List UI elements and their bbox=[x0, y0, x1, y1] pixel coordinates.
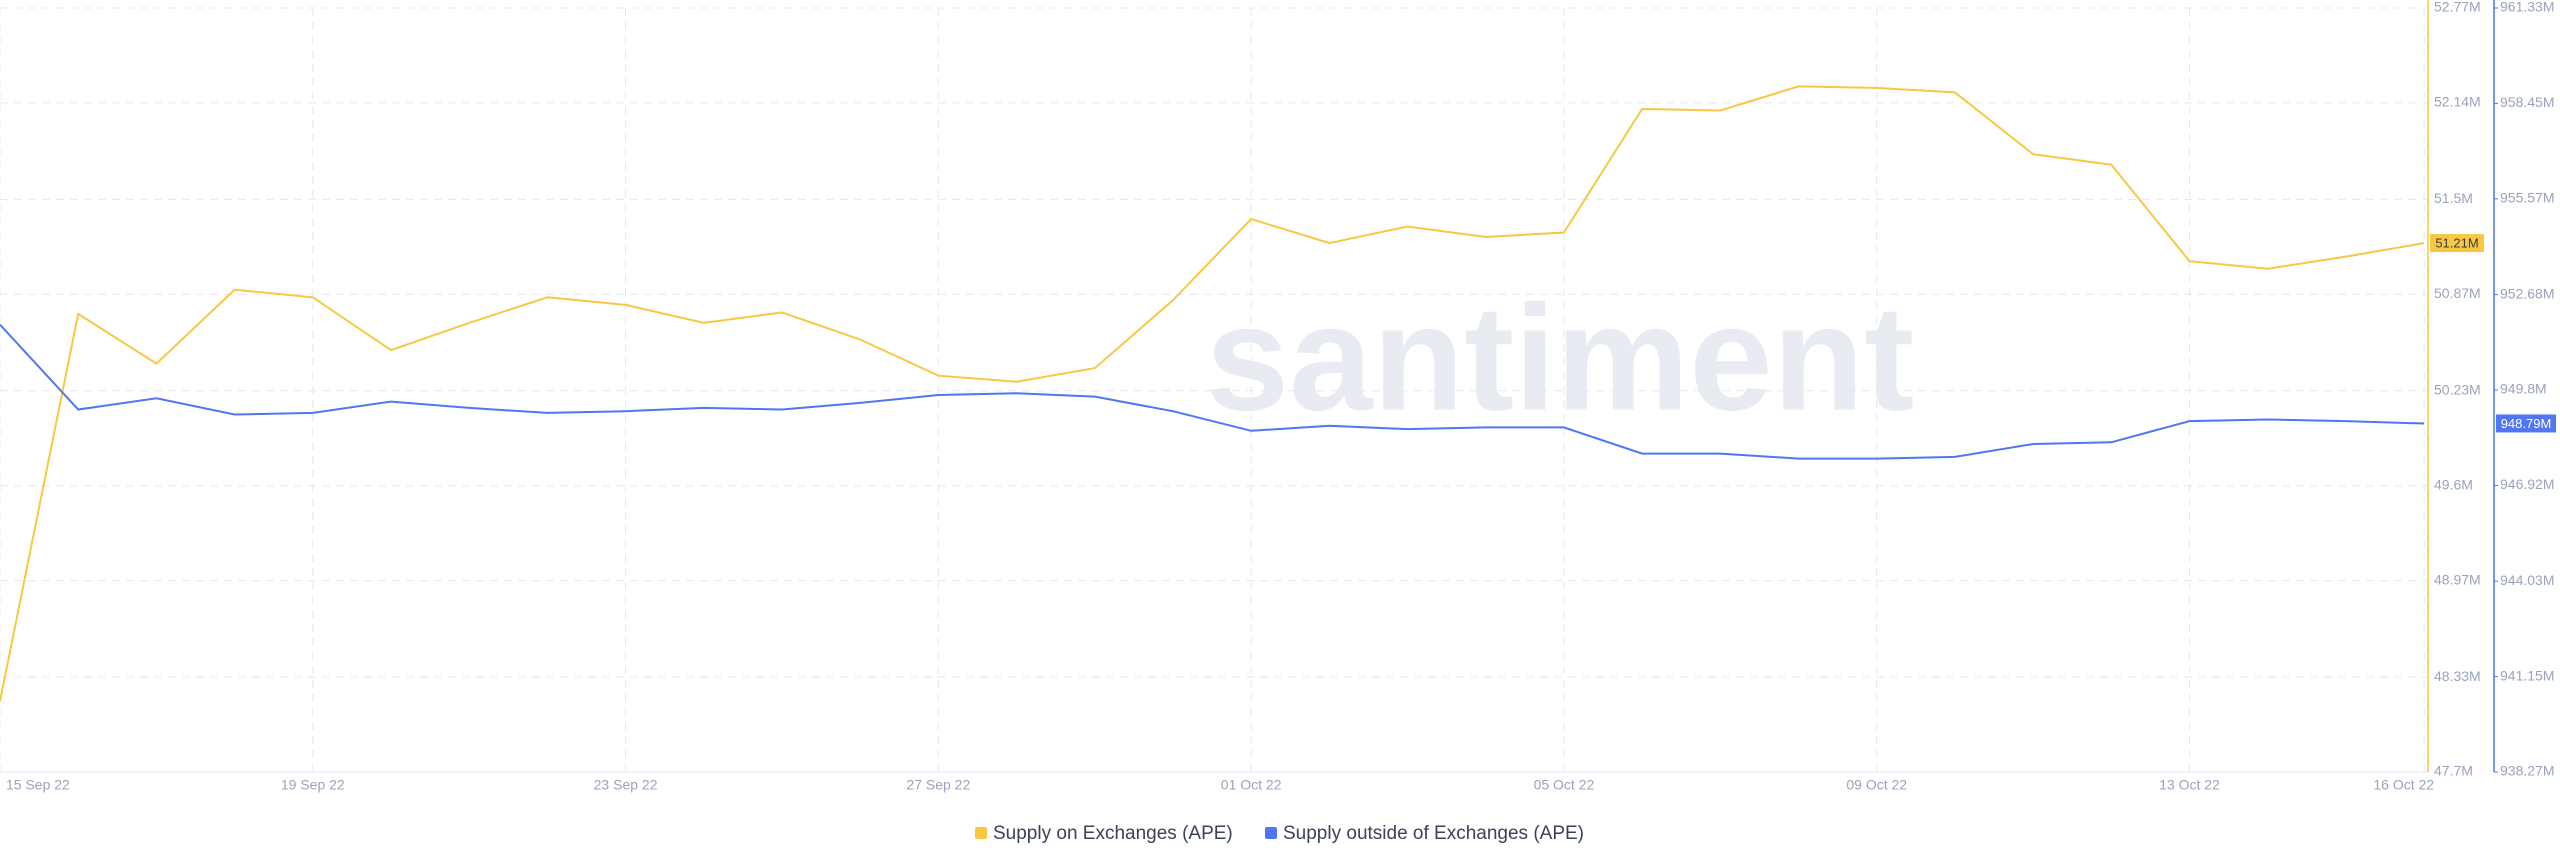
x-tick-label: 13 Oct 22 bbox=[2159, 777, 2220, 793]
y2-tick-label: 938.27M bbox=[2500, 763, 2554, 779]
x-tick-label: 16 Oct 22 bbox=[2373, 777, 2434, 793]
value-badge bbox=[2430, 234, 2484, 253]
x-tick-label: 01 Oct 22 bbox=[1221, 777, 1282, 793]
y-tick-label: 50.87M bbox=[2434, 285, 2481, 301]
x-tick-label: 05 Oct 22 bbox=[1534, 777, 1595, 793]
y-tick-label: 50.23M bbox=[2434, 381, 2481, 397]
x-tick-label: 15 Sep 22 bbox=[6, 777, 70, 793]
x-tick-label: 19 Sep 22 bbox=[281, 777, 345, 793]
legend-text: Supply outside of Exchanges (APE) bbox=[1283, 823, 1584, 844]
y-tick-label: 48.97M bbox=[2434, 571, 2481, 587]
value-label: 948.79M bbox=[2501, 416, 2552, 431]
legend-text: Supply on Exchanges (APE) bbox=[993, 823, 1233, 844]
y-tick-label: 51.5M bbox=[2434, 190, 2473, 206]
value-badge bbox=[2496, 414, 2556, 433]
x-tick-label: 27 Sep 22 bbox=[906, 777, 970, 793]
value-label: 51.21M bbox=[2435, 236, 2478, 251]
series-line bbox=[0, 324, 2425, 460]
y2-tick-label: 958.45M bbox=[2500, 94, 2554, 110]
y-tick-label: 52.77M bbox=[2434, 0, 2481, 15]
legend-swatch bbox=[975, 827, 987, 839]
y-tick-label: 48.33M bbox=[2434, 668, 2481, 684]
y-tick-label: 49.6M bbox=[2434, 476, 2473, 492]
y2-tick-label: 949.8M bbox=[2500, 381, 2547, 397]
watermark: santiment bbox=[1206, 274, 1914, 442]
x-tick-label: 23 Sep 22 bbox=[594, 777, 658, 793]
series-line bbox=[0, 85, 2425, 702]
y-tick-label: 52.14M bbox=[2434, 94, 2481, 110]
legend-swatch bbox=[1265, 827, 1277, 839]
y2-tick-label: 946.92M bbox=[2500, 476, 2554, 492]
y2-tick-label: 941.15M bbox=[2500, 667, 2554, 683]
y2-tick-label: 961.33M bbox=[2500, 0, 2554, 15]
y2-tick-label: 952.68M bbox=[2500, 285, 2554, 301]
x-tick-label: 09 Oct 22 bbox=[1846, 777, 1907, 793]
y-tick-label: 47.7M bbox=[2434, 763, 2473, 779]
y2-tick-label: 955.57M bbox=[2500, 190, 2554, 206]
y2-tick-label: 944.03M bbox=[2500, 572, 2554, 588]
